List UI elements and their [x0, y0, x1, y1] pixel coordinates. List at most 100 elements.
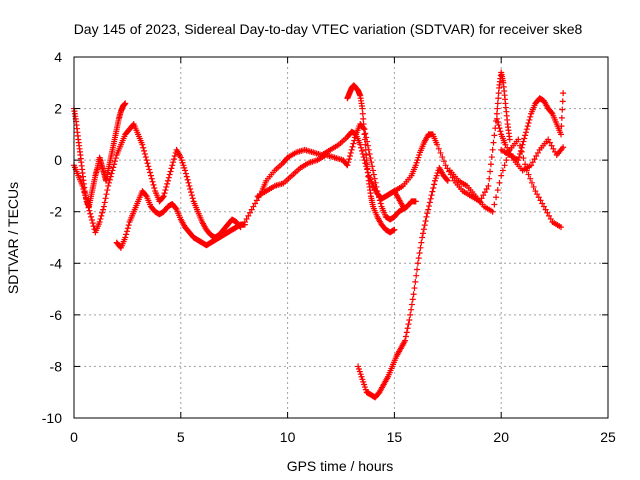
- data-point-sat-g: [359, 110, 366, 117]
- data-point-sat-c: [123, 231, 130, 238]
- data-point-sat-h: [410, 291, 417, 298]
- data-point-sat-d: [188, 189, 195, 196]
- data-point-sat-e: [357, 141, 364, 148]
- data-point-sat-l: [533, 153, 540, 160]
- data-point-sat-h: [416, 249, 423, 256]
- data-point-sat-h: [406, 317, 413, 324]
- data-point-sat-d: [237, 224, 244, 231]
- data-point-sat-h: [421, 222, 428, 229]
- data-point-sat-f: [412, 198, 419, 205]
- data-point-sat-f: [376, 197, 383, 204]
- data-point-sat-h: [411, 285, 418, 292]
- data-point-sat-e: [358, 144, 365, 151]
- data-point-sat-b: [80, 186, 87, 193]
- data-point-sat-j: [532, 188, 539, 195]
- data-point-sat-g: [361, 131, 368, 138]
- data-point-sat-d: [147, 169, 154, 176]
- data-point-sat-i: [486, 175, 493, 182]
- data-point-sat-h: [412, 278, 419, 285]
- data-point-sat-b: [102, 195, 109, 202]
- data-point-sat-l: [560, 144, 567, 151]
- data-point-sat-b: [99, 209, 106, 216]
- data-point-sat-e: [245, 212, 252, 219]
- data-point-sat-k: [516, 154, 523, 161]
- data-point-sat-l: [529, 159, 536, 166]
- x-tick-label: 25: [600, 429, 616, 445]
- data-point-sat-d: [170, 156, 177, 163]
- data-point-sat-k: [558, 114, 565, 121]
- data-point-sat-l: [534, 149, 541, 156]
- data-point-sat-k: [526, 116, 533, 123]
- data-point-sat-l: [494, 118, 501, 125]
- data-point-sat-f: [352, 134, 359, 141]
- data-point-sat-f: [371, 175, 378, 182]
- data-point-sat-b: [98, 212, 105, 219]
- data-point-sat-f: [348, 146, 355, 153]
- data-point-sat-h: [431, 181, 438, 188]
- data-point-sat-i: [488, 154, 495, 161]
- data-point-sat-j: [540, 203, 547, 210]
- data-point-sat-j: [499, 167, 506, 174]
- data-point-sat-j: [494, 187, 501, 194]
- data-point-sat-g: [360, 121, 367, 128]
- data-point-sat-k: [548, 109, 555, 116]
- data-point-sat-i: [440, 158, 447, 165]
- data-point-sat-l: [502, 141, 509, 148]
- data-point-sat-l: [548, 142, 555, 149]
- data-point-sat-j: [535, 194, 542, 201]
- data-point-sat-k: [522, 132, 529, 139]
- data-point-sat-d: [167, 168, 174, 175]
- data-point-sat-l: [497, 128, 504, 135]
- data-point-sat-d: [183, 173, 190, 180]
- data-point-sat-f: [369, 163, 376, 170]
- data-point-sat-l: [495, 122, 502, 129]
- data-point-sat-h: [427, 195, 434, 202]
- y-tick-label: -6: [50, 307, 63, 323]
- data-point-sat-k: [518, 144, 525, 151]
- data-point-sat-b: [87, 210, 94, 217]
- data-point-sat-b: [110, 164, 117, 171]
- data-point-sat-k: [519, 141, 526, 148]
- data-point-sat-j: [527, 175, 534, 182]
- data-point-sat-k: [517, 147, 524, 154]
- data-point-sat-d: [164, 177, 171, 184]
- data-point-sat-i: [490, 139, 497, 146]
- data-point-sat-c: [142, 192, 149, 199]
- y-tick-label: -10: [42, 410, 62, 426]
- data-point-sat-g: [362, 146, 369, 153]
- data-point-sat-k: [525, 120, 532, 127]
- data-point-sat-j: [491, 201, 498, 208]
- data-point-sat-b: [89, 220, 96, 227]
- data-point-sat-j: [525, 171, 532, 178]
- data-point-sat-h: [415, 255, 422, 262]
- data-point-sat-j: [489, 208, 496, 215]
- data-point-sat-e: [358, 147, 365, 154]
- data-point-sat-f: [370, 167, 377, 174]
- data-point-sat-d: [184, 176, 191, 183]
- data-point-sat-h: [414, 260, 421, 267]
- data-point-sat-g: [362, 141, 369, 148]
- y-tick-label: -2: [50, 204, 63, 220]
- data-point-sat-b: [103, 191, 110, 198]
- data-point-sat-b: [106, 179, 113, 186]
- data-point-sat-i: [480, 192, 487, 199]
- data-point-sat-j: [547, 215, 554, 222]
- data-point-sat-b: [97, 215, 104, 222]
- data-point-sat-d: [149, 178, 156, 185]
- data-point-sat-g: [359, 105, 366, 112]
- data-point-sat-f: [366, 150, 373, 157]
- data-point-sat-d: [144, 160, 151, 167]
- data-point-sat-f: [370, 171, 377, 178]
- data-point-sat-e: [250, 203, 257, 210]
- data-point-sat-b: [111, 161, 118, 168]
- data-point-sat-i: [506, 136, 513, 143]
- data-point-sat-i: [491, 132, 498, 139]
- data-point-sat-d: [142, 154, 149, 161]
- data-point-sat-d: [145, 163, 152, 170]
- data-point-sat-l: [550, 145, 557, 152]
- data-point-sat-d: [188, 192, 195, 199]
- data-point-sat-j: [496, 179, 503, 186]
- data-point-sat-d: [186, 182, 193, 189]
- data-point-sat-k: [521, 135, 528, 142]
